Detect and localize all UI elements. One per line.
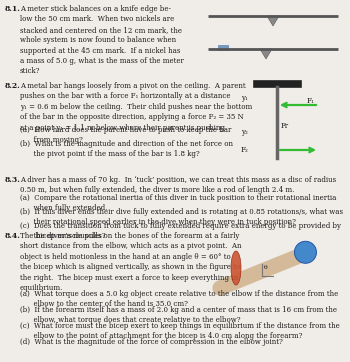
Text: (b)  What is the magnitude and direction of the net force on
      the pivot poi: (b) What is the magnitude and direction … (20, 140, 233, 159)
Text: (d)  What is the magnitude of the force of compression in the elbow joint?: (d) What is the magnitude of the force o… (20, 338, 283, 346)
Text: A metal bar hangs loosely from a pivot on the ceiling.  A parent
pushes on the b: A metal bar hangs loosely from a pivot o… (20, 82, 252, 132)
Text: 8.3.: 8.3. (5, 176, 21, 184)
Text: F₁: F₁ (307, 97, 315, 105)
Text: (a)  Compare the rotational inertia of this diver in tuck position to their rota: (a) Compare the rotational inertia of th… (20, 194, 336, 212)
Polygon shape (267, 16, 279, 26)
Text: 8.1.: 8.1. (5, 5, 21, 13)
Bar (253, 80, 301, 87)
Ellipse shape (231, 251, 241, 285)
Text: (a)  What torque does a 5.0 kg object create relative to the elbow if the distan: (a) What torque does a 5.0 kg object cre… (20, 290, 338, 308)
Text: (b)  If this diver ends their dive fully extended and is rotating at 0.85 rotati: (b) If this diver ends their dive fully … (20, 208, 343, 226)
Text: F₂: F₂ (241, 146, 249, 154)
Text: Fr: Fr (281, 122, 289, 130)
Bar (218, 45, 228, 50)
Text: θ: θ (264, 265, 268, 270)
Text: (b)  If the forearm itself has a mass of 2.0 kg and a center of mass that is 16 : (b) If the forearm itself has a mass of … (20, 306, 337, 324)
Text: 8.2.: 8.2. (5, 82, 21, 90)
Text: (c)  Does the transition from tuck to fully extended require extra energy to be : (c) Does the transition from tuck to ful… (20, 222, 341, 240)
Text: y₁: y₁ (241, 94, 248, 102)
Text: (c)  What force must the bicep exert to keep things in equilibrium if the distan: (c) What force must the bicep exert to k… (20, 322, 340, 340)
Text: y₂: y₂ (241, 128, 248, 136)
Text: A meter stick balances on a knife edge be-
low the 50 cm mark.  When two nickels: A meter stick balances on a knife edge b… (20, 5, 184, 75)
Text: The bicep muscle pulls on the bones of the forearm at a fairly
short distance fr: The bicep muscle pulls on the bones of t… (20, 232, 241, 292)
Polygon shape (260, 49, 272, 59)
Circle shape (294, 241, 316, 263)
Text: (a)  How hard does the parent have to push to keep the bar
      from moving?: (a) How hard does the parent have to pus… (20, 126, 231, 144)
Text: 8.4.: 8.4. (5, 232, 21, 240)
Text: A diver has a mass of 70 kg.  In ‘tuck’ position, we can treat this mass as a di: A diver has a mass of 70 kg. In ‘tuck’ p… (20, 176, 336, 194)
